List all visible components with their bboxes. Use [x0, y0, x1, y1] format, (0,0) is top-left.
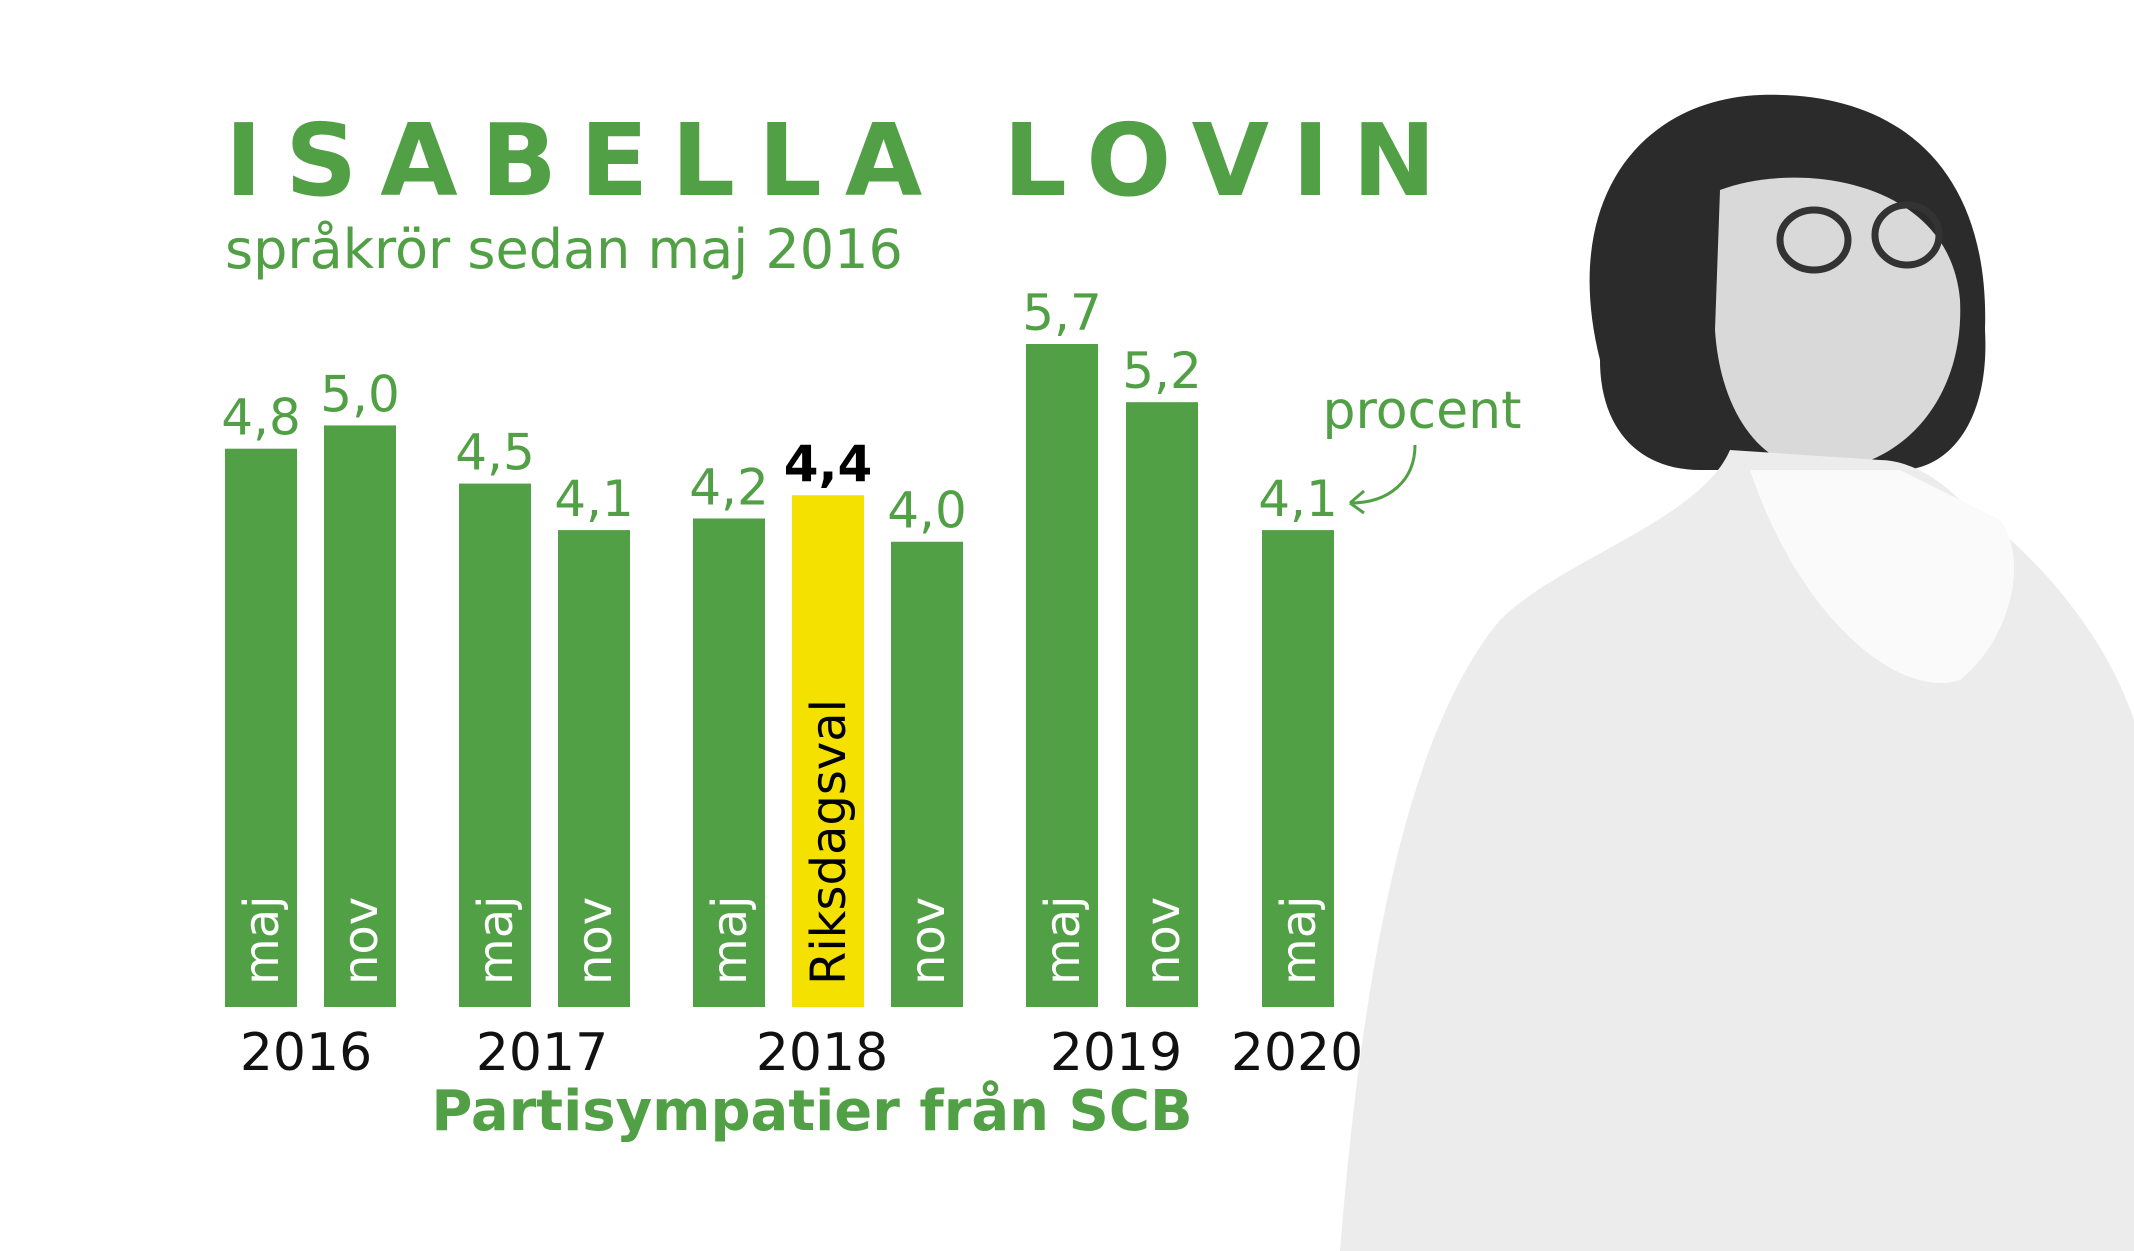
value-label: 4,2 [689, 458, 769, 516]
value-label: 4,1 [554, 470, 634, 528]
bar [1126, 402, 1198, 1007]
year-label: 2016 [240, 1023, 372, 1083]
portrait [1340, 94, 2134, 1251]
category-label: nov [567, 897, 623, 985]
bar [792, 495, 864, 1007]
bar [558, 530, 630, 1007]
category-label: maj [468, 895, 524, 985]
bar [459, 483, 531, 1007]
bar [1262, 530, 1334, 1007]
year-label: 2017 [476, 1023, 608, 1083]
year-label: 2019 [1050, 1023, 1182, 1083]
value-label: 4,1 [1258, 470, 1338, 528]
bar [225, 448, 297, 1007]
bar [1026, 344, 1098, 1007]
category-label: maj [702, 895, 758, 985]
category-label: maj [1035, 895, 1091, 985]
category-label: nov [333, 897, 389, 985]
shirt [1750, 470, 2015, 684]
value-label: 5,7 [1022, 284, 1102, 342]
value-label: 4,4 [784, 435, 873, 493]
value-label: 5,0 [320, 365, 400, 423]
bar [324, 425, 396, 1008]
glasses [1776, 201, 1943, 274]
year-label: 2018 [756, 1023, 888, 1083]
bar [891, 541, 963, 1007]
category-label: maj [234, 895, 290, 985]
year-label: 2020 [1231, 1023, 1363, 1083]
annotation-arrow [1349, 444, 1417, 515]
x-axis-label: Partisympatier från SCB [431, 1079, 1192, 1144]
annotation: procent [1323, 381, 1522, 441]
bar [693, 518, 765, 1007]
value-label: 4,5 [455, 424, 535, 482]
value-label: 5,2 [1122, 342, 1202, 400]
value-label: 4,0 [887, 482, 967, 540]
category-label: nov [900, 897, 956, 985]
category-label: Riksdagsval [801, 699, 857, 985]
category-label: maj [1271, 895, 1327, 985]
category-label: nov [1135, 897, 1191, 985]
chart-subtitle: språkrör sedan maj 2016 [225, 218, 903, 281]
face [1715, 177, 1961, 470]
value-label: 4,8 [221, 389, 301, 447]
